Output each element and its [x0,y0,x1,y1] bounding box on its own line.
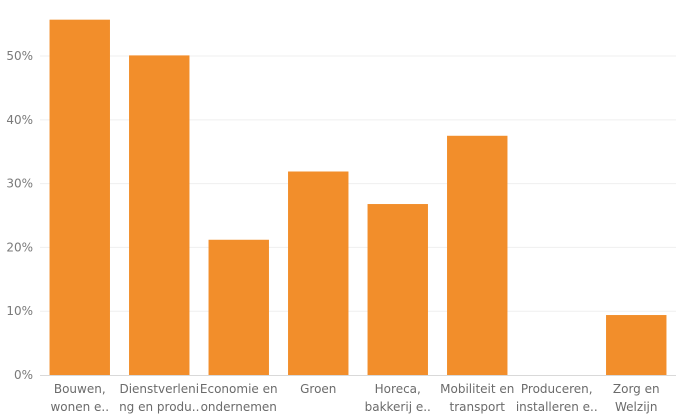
bar[interactable] [208,239,269,375]
x-tick-label: Dienstverleni ng en produ.. [119,382,199,414]
bar[interactable] [288,171,349,376]
y-tick-label: 10% [6,304,33,318]
x-tick-label: Produceren, installeren e.. [516,382,598,414]
y-tick-label: 40% [6,113,33,127]
x-tick-label: Horeca, bakkerij e.. [365,382,431,414]
x-axis-labels: Bouwen, wonen e.. Dienstverleni ng en produ… [50,382,659,414]
x-tick-label: Economie en ondernemen [200,382,278,414]
y-tick-label: 20% [6,240,33,254]
bars [49,19,667,376]
bar[interactable] [49,19,110,375]
x-tick-label: Mobiliteit en transport [440,382,514,414]
y-axis-ticks: 0% 10% 20% 30% 40% 50% [6,49,33,382]
y-tick-label: 30% [6,177,33,191]
bar[interactable] [447,135,508,375]
bar[interactable] [367,204,428,375]
bar[interactable] [606,315,667,375]
y-tick-label: 0% [14,368,33,382]
x-tick-label: Zorg en Welzijn [613,382,660,414]
x-tick-label: Groen [300,382,336,396]
x-tick-label: Bouwen, wonen e.. [50,382,109,414]
y-tick-label: 50% [6,49,33,63]
bar[interactable] [129,55,190,376]
